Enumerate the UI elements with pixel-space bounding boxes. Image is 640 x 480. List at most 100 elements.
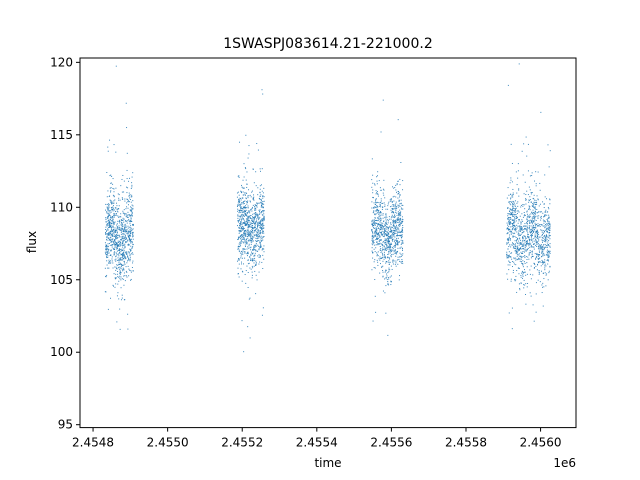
data-point — [381, 202, 383, 204]
data-point — [533, 217, 535, 219]
data-point — [536, 269, 538, 271]
data-point — [548, 244, 550, 246]
data-point — [532, 213, 534, 215]
data-point — [524, 223, 526, 225]
data-point — [387, 232, 389, 234]
data-point — [401, 234, 403, 236]
data-point — [249, 297, 251, 299]
x-axis-offset-label: 1e6 — [553, 456, 576, 470]
data-point — [536, 201, 538, 203]
data-point — [111, 235, 113, 237]
data-point — [125, 257, 127, 259]
data-point — [260, 194, 262, 196]
data-point — [381, 228, 383, 230]
data-point — [373, 242, 375, 244]
data-point — [524, 214, 526, 216]
data-point — [250, 259, 252, 261]
data-point — [128, 275, 130, 277]
data-point — [525, 136, 527, 138]
data-point — [524, 236, 526, 238]
data-point — [396, 219, 398, 221]
data-point — [250, 196, 252, 198]
data-point — [123, 214, 125, 216]
data-point — [127, 227, 129, 229]
data-point — [261, 214, 263, 216]
data-point — [111, 249, 113, 251]
data-point — [112, 238, 114, 240]
data-point — [256, 234, 258, 236]
data-point — [387, 245, 389, 247]
data-point — [512, 213, 514, 215]
data-point — [116, 242, 118, 244]
data-point — [531, 192, 533, 194]
data-point — [383, 253, 385, 255]
data-point — [533, 221, 535, 223]
data-point — [543, 253, 545, 255]
data-point — [242, 228, 244, 230]
data-point — [258, 249, 260, 251]
data-point — [259, 255, 261, 257]
data-point — [255, 250, 257, 252]
data-point — [545, 274, 547, 276]
data-point — [112, 218, 114, 220]
data-point — [400, 230, 402, 232]
data-point — [396, 251, 398, 253]
data-point — [398, 259, 400, 261]
data-point — [108, 231, 110, 233]
data-point — [246, 241, 248, 243]
data-point — [529, 199, 531, 201]
data-point — [245, 235, 247, 237]
data-point — [252, 249, 254, 251]
data-point — [106, 238, 108, 240]
data-point — [529, 292, 531, 294]
data-point — [250, 268, 252, 270]
data-point — [253, 249, 255, 251]
data-point — [260, 230, 262, 232]
data-point — [530, 239, 532, 241]
data-point — [374, 223, 376, 225]
data-point — [389, 226, 391, 228]
data-point — [512, 196, 514, 198]
data-point — [385, 222, 387, 224]
data-point — [534, 210, 536, 212]
data-point — [517, 232, 519, 234]
data-point — [545, 241, 547, 243]
data-point — [128, 233, 130, 235]
data-point — [399, 206, 401, 208]
data-point — [262, 226, 264, 228]
data-point — [530, 191, 532, 193]
data-point — [522, 264, 524, 266]
data-point — [248, 298, 250, 300]
data-point — [126, 229, 128, 231]
data-point — [114, 229, 116, 231]
data-point — [128, 214, 130, 216]
data-point — [548, 236, 550, 238]
data-point — [120, 272, 122, 274]
data-point — [382, 217, 384, 219]
data-point — [118, 244, 120, 246]
data-point — [400, 207, 402, 209]
data-point — [131, 253, 133, 255]
data-point — [524, 214, 526, 216]
data-point — [241, 207, 243, 209]
data-point — [386, 275, 388, 277]
data-point — [535, 282, 537, 284]
data-point — [383, 189, 385, 191]
data-point — [246, 202, 248, 204]
data-point — [255, 237, 257, 239]
data-point — [248, 219, 250, 221]
data-point — [115, 207, 117, 209]
data-point — [542, 263, 544, 265]
data-point — [518, 248, 520, 250]
data-point — [397, 232, 399, 234]
data-point — [372, 236, 374, 238]
data-point — [246, 215, 247, 217]
data-point — [523, 248, 525, 250]
data-point — [116, 244, 118, 246]
data-point — [259, 233, 261, 235]
data-point — [247, 205, 249, 207]
data-point — [242, 216, 244, 218]
data-point — [509, 214, 511, 216]
data-point — [380, 227, 382, 229]
data-point — [514, 244, 516, 246]
